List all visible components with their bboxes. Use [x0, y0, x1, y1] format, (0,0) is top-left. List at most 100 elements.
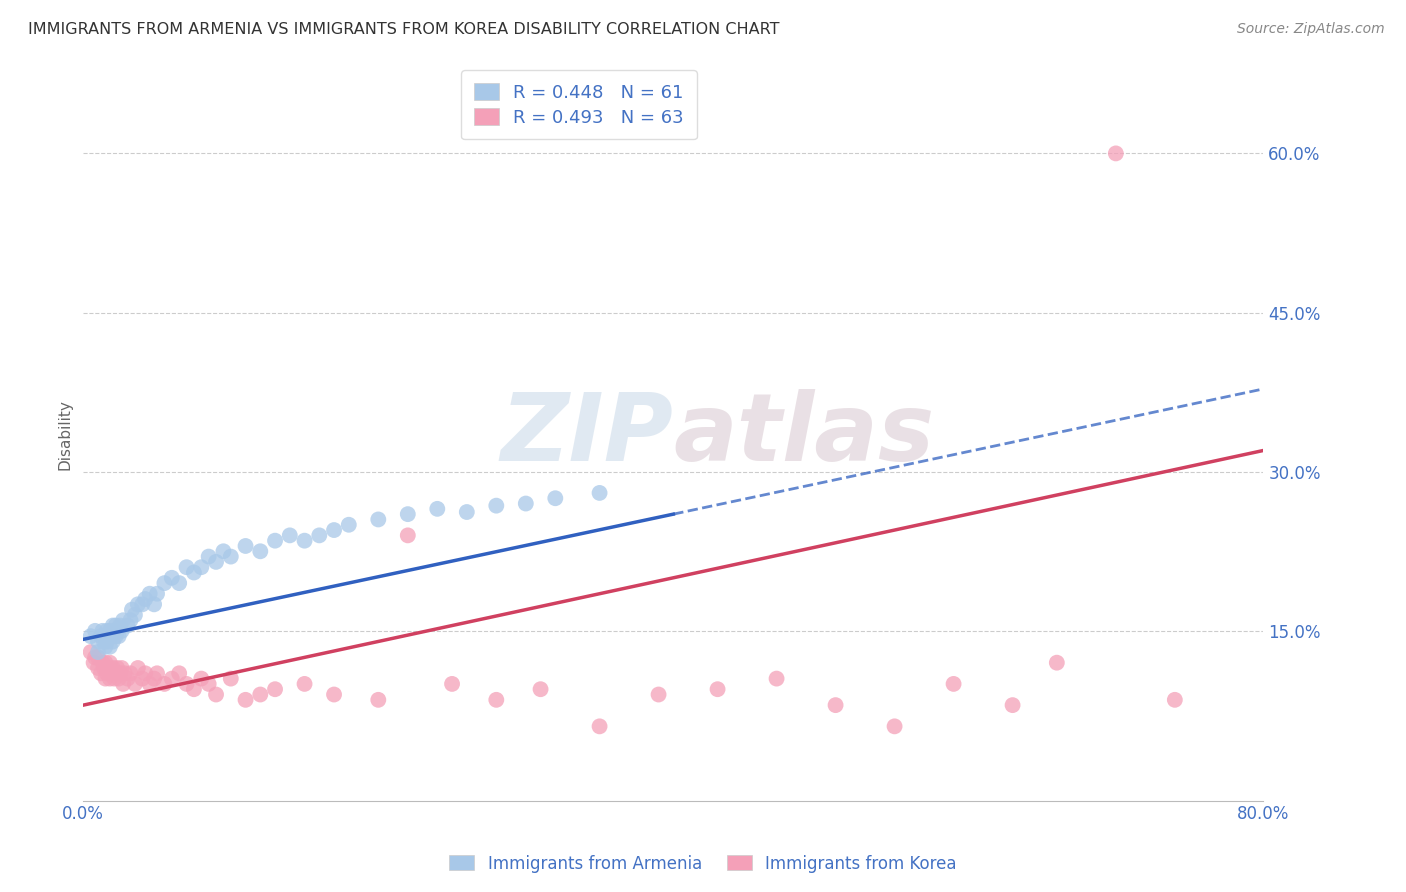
Point: [143, 598, 166, 612]
Text: IMMIGRANTS FROM ARMENIA VS IMMIGRANTS FROM KOREA DISABILITY CORRELATION CHART: IMMIGRANTS FROM ARMENIA VS IMMIGRANTS FR…: [28, 22, 779, 37]
Point: [323, 523, 346, 537]
Point: [160, 571, 183, 585]
Point: [111, 661, 134, 675]
Point: [883, 719, 905, 733]
Point: [294, 677, 316, 691]
Point: [94, 656, 117, 670]
Point: [87, 661, 110, 675]
Point: [160, 672, 183, 686]
Point: [111, 624, 134, 638]
Point: [101, 634, 124, 648]
Point: [131, 672, 153, 686]
Point: [98, 624, 121, 638]
Point: [127, 661, 149, 675]
Point: [235, 539, 257, 553]
Point: [167, 576, 190, 591]
Point: [441, 677, 464, 691]
Point: [101, 618, 124, 632]
Text: atlas: atlas: [673, 389, 935, 481]
Point: [93, 634, 115, 648]
Point: [426, 501, 449, 516]
Point: [134, 666, 156, 681]
Point: [544, 491, 567, 506]
Point: [485, 693, 508, 707]
Point: [143, 672, 166, 686]
Point: [190, 672, 212, 686]
Point: [235, 693, 257, 707]
Point: [98, 656, 121, 670]
Point: [127, 598, 149, 612]
Point: [103, 624, 125, 638]
Point: [96, 624, 118, 638]
Point: [1105, 146, 1128, 161]
Point: [249, 544, 271, 558]
Point: [104, 629, 127, 643]
Point: [87, 645, 110, 659]
Point: [103, 672, 125, 686]
Point: [1164, 693, 1187, 707]
Point: [249, 688, 271, 702]
Point: [124, 677, 146, 691]
Point: [824, 698, 846, 713]
Point: [529, 682, 551, 697]
Point: [91, 624, 114, 638]
Point: [104, 666, 127, 681]
Point: [1046, 656, 1069, 670]
Point: [94, 640, 117, 654]
Point: [197, 677, 219, 691]
Point: [456, 505, 478, 519]
Point: [588, 719, 610, 733]
Point: [100, 666, 122, 681]
Point: [90, 629, 112, 643]
Point: [1001, 698, 1024, 713]
Point: [79, 645, 101, 659]
Point: [87, 634, 110, 648]
Point: [183, 566, 205, 580]
Point: [98, 672, 121, 686]
Text: Source: ZipAtlas.com: Source: ZipAtlas.com: [1237, 22, 1385, 37]
Y-axis label: Disability: Disability: [58, 399, 72, 470]
Point: [323, 688, 346, 702]
Point: [219, 549, 242, 564]
Point: [107, 629, 129, 643]
Point: [107, 672, 129, 686]
Point: [153, 677, 176, 691]
Point: [146, 587, 169, 601]
Point: [100, 629, 122, 643]
Point: [97, 661, 120, 675]
Point: [112, 613, 135, 627]
Point: [515, 497, 537, 511]
Point: [84, 624, 107, 638]
Point: [108, 666, 131, 681]
Point: [942, 677, 965, 691]
Point: [396, 528, 419, 542]
Point: [647, 688, 669, 702]
Point: [112, 677, 135, 691]
Point: [94, 672, 117, 686]
Point: [105, 624, 128, 638]
Point: [90, 666, 112, 681]
Point: [205, 555, 228, 569]
Point: [588, 486, 610, 500]
Point: [176, 560, 198, 574]
Point: [146, 666, 169, 681]
Point: [706, 682, 728, 697]
Point: [120, 666, 142, 681]
Point: [84, 650, 107, 665]
Point: [117, 618, 139, 632]
Point: [96, 666, 118, 681]
Point: [101, 661, 124, 675]
Point: [367, 693, 389, 707]
Point: [105, 661, 128, 675]
Point: [367, 512, 389, 526]
Point: [114, 666, 136, 681]
Point: [308, 528, 330, 542]
Point: [485, 499, 508, 513]
Legend: R = 0.448   N = 61, R = 0.493   N = 63: R = 0.448 N = 61, R = 0.493 N = 63: [461, 70, 697, 139]
Point: [197, 549, 219, 564]
Point: [134, 592, 156, 607]
Point: [91, 656, 114, 670]
Point: [87, 650, 110, 665]
Point: [153, 576, 176, 591]
Legend: Immigrants from Armenia, Immigrants from Korea: Immigrants from Armenia, Immigrants from…: [443, 848, 963, 880]
